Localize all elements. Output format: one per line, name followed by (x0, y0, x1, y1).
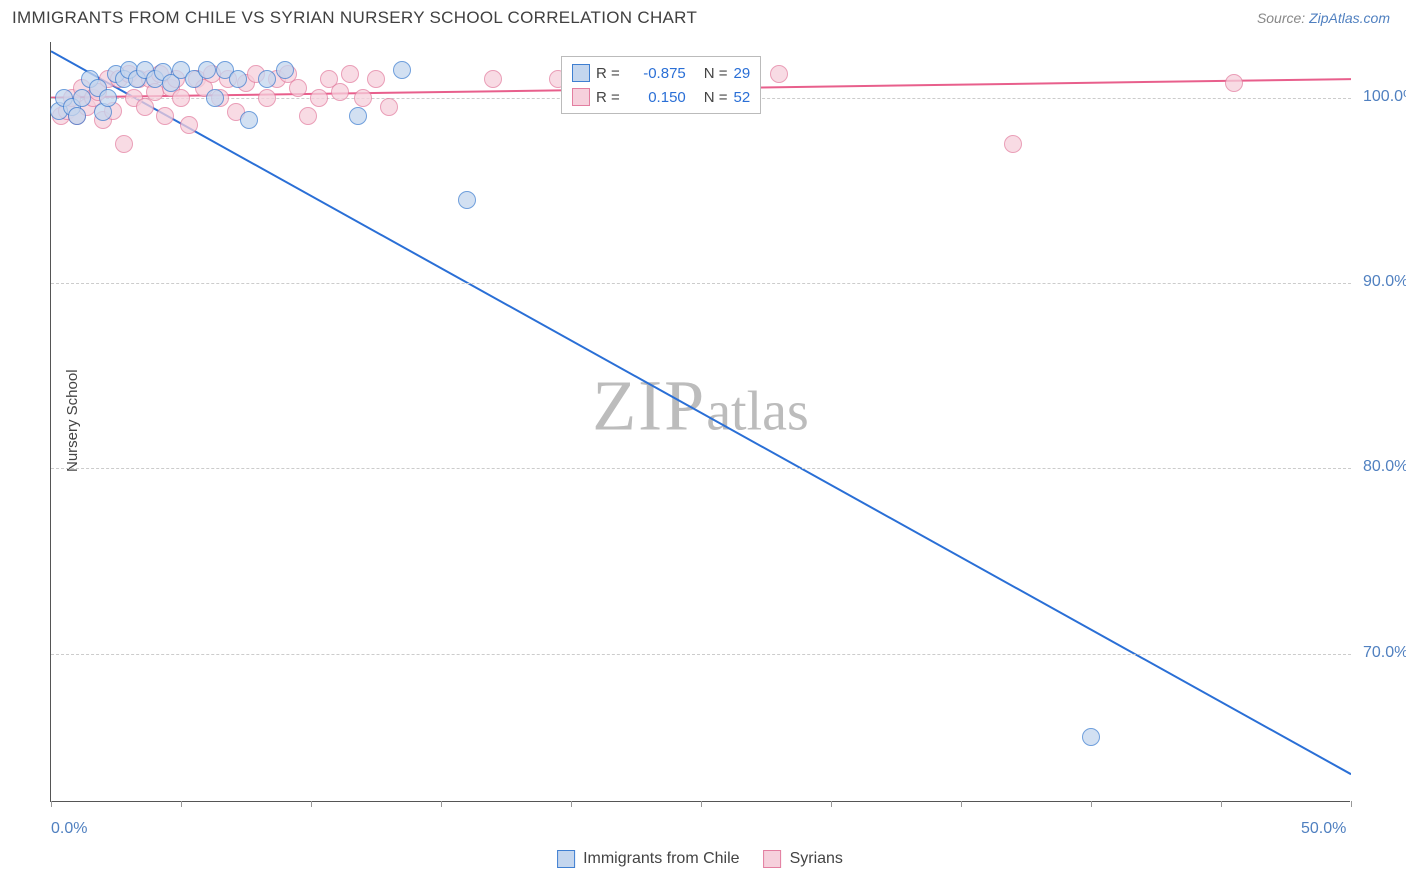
x-tick (1221, 801, 1222, 807)
series-legend: Immigrants from Chile Syrians (557, 850, 843, 868)
stats-legend: R =-0.875N =29R =0.150N =52 (561, 56, 761, 114)
data-point (299, 107, 317, 125)
data-point (1004, 135, 1022, 153)
x-tick (181, 801, 182, 807)
data-point (136, 98, 154, 116)
plot-region: ZIPatlas 70.0%80.0%90.0%100.0%0.0%50.0%R… (50, 42, 1350, 802)
legend-swatch (764, 850, 782, 868)
chart-area: Nursery School ZIPatlas 70.0%80.0%90.0%1… (50, 42, 1350, 802)
data-point (206, 89, 224, 107)
y-tick-label: 100.0% (1363, 88, 1406, 106)
n-value: 52 (734, 89, 751, 106)
x-tick (1351, 801, 1352, 807)
x-tick (51, 801, 52, 807)
data-point (458, 191, 476, 209)
chart-title: IMMIGRANTS FROM CHILE VS SYRIAN NURSERY … (12, 8, 697, 28)
stats-legend-row: R =0.150N =52 (572, 85, 750, 109)
data-point (1225, 74, 1243, 92)
data-point (393, 61, 411, 79)
data-point (331, 83, 349, 101)
data-point (240, 111, 258, 129)
data-point (258, 89, 276, 107)
grid-line-h (51, 654, 1351, 655)
data-point (276, 61, 294, 79)
y-tick-label: 80.0% (1363, 458, 1406, 476)
x-tick (311, 801, 312, 807)
data-point (484, 70, 502, 88)
data-point (172, 89, 190, 107)
data-point (229, 70, 247, 88)
data-point (156, 107, 174, 125)
series-legend-item: Immigrants from Chile (557, 850, 739, 868)
data-point (99, 89, 117, 107)
trend-line (51, 51, 1351, 774)
chart-header: IMMIGRANTS FROM CHILE VS SYRIAN NURSERY … (0, 0, 1406, 32)
data-point (349, 107, 367, 125)
source-link[interactable]: ZipAtlas.com (1309, 10, 1390, 26)
x-tick (961, 801, 962, 807)
x-tick (701, 801, 702, 807)
watermark: ZIPatlas (592, 365, 809, 448)
series-name: Immigrants from Chile (583, 850, 739, 868)
data-point (354, 89, 372, 107)
r-value: -0.875 (626, 65, 686, 82)
series-legend-item: Syrians (764, 850, 843, 868)
x-tick-label-right: 50.0% (1301, 820, 1346, 838)
x-tick (571, 801, 572, 807)
data-point (1082, 728, 1100, 746)
x-tick (831, 801, 832, 807)
data-point (341, 65, 359, 83)
legend-swatch (572, 64, 590, 82)
data-point (198, 61, 216, 79)
data-point (770, 65, 788, 83)
trend-lines (51, 42, 1351, 802)
legend-swatch (572, 88, 590, 106)
data-point (68, 107, 86, 125)
series-name: Syrians (790, 850, 843, 868)
data-point (258, 70, 276, 88)
data-point (380, 98, 398, 116)
n-value: 29 (734, 65, 751, 82)
x-tick-label-left: 0.0% (51, 820, 87, 838)
data-point (310, 89, 328, 107)
x-tick (1091, 801, 1092, 807)
data-point (367, 70, 385, 88)
x-tick (441, 801, 442, 807)
y-tick-label: 90.0% (1363, 273, 1406, 291)
r-value: 0.150 (626, 89, 686, 106)
y-tick-label: 70.0% (1363, 644, 1406, 662)
data-point (289, 79, 307, 97)
stats-legend-row: R =-0.875N =29 (572, 61, 750, 85)
grid-line-h (51, 468, 1351, 469)
data-point (180, 116, 198, 134)
source-label: Source: ZipAtlas.com (1257, 10, 1390, 26)
data-point (115, 135, 133, 153)
grid-line-h (51, 283, 1351, 284)
legend-swatch (557, 850, 575, 868)
